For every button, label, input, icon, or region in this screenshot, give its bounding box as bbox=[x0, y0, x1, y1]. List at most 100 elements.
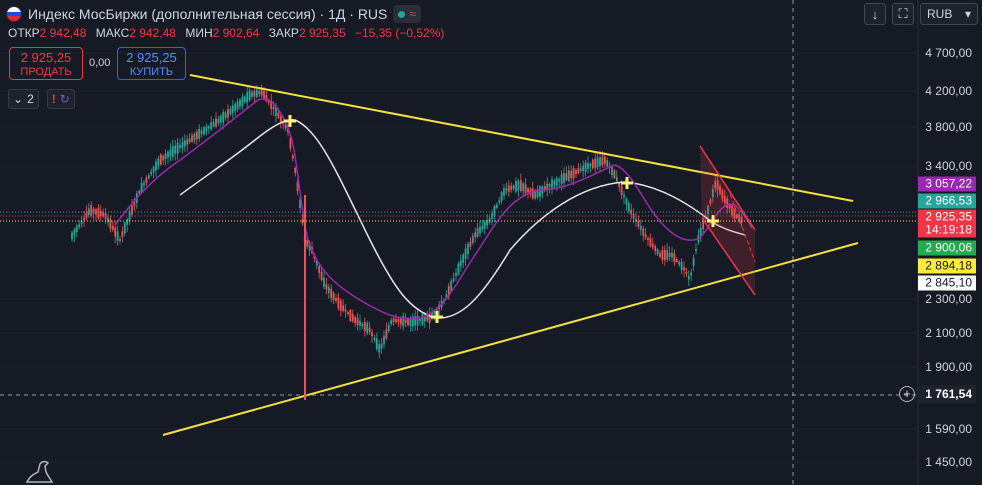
close-value: 2 925,35 bbox=[298, 26, 346, 40]
candle-body bbox=[695, 248, 697, 252]
candle-body bbox=[618, 182, 621, 187]
candle-body bbox=[570, 170, 573, 178]
indicators-toggle-button[interactable]: ⌄ 2 bbox=[8, 89, 39, 109]
candle-body bbox=[714, 181, 717, 189]
candle-body bbox=[613, 170, 616, 178]
candle-body bbox=[138, 190, 141, 194]
candle-body bbox=[606, 160, 609, 167]
candle-body bbox=[87, 208, 90, 216]
channel-upper[interactable] bbox=[699, 145, 756, 231]
candle-body bbox=[75, 226, 78, 232]
fullscreen-button[interactable]: ⛶ bbox=[892, 3, 914, 25]
candle-body bbox=[147, 175, 150, 179]
candle-body bbox=[179, 145, 181, 149]
candle-body bbox=[630, 209, 633, 215]
symbol-header[interactable]: Индекс МосБиржи (дополнительная сессия) … bbox=[6, 4, 421, 24]
add-alert-plus-icon[interactable]: + bbox=[899, 386, 915, 402]
candle-body bbox=[114, 227, 117, 237]
scroll-down-button[interactable]: ↓ bbox=[864, 3, 886, 25]
candle-body bbox=[731, 205, 733, 216]
buy-button[interactable]: 2 925,25 КУПИТЬ bbox=[117, 47, 186, 80]
candle-body bbox=[236, 101, 239, 110]
channel-lower[interactable] bbox=[701, 217, 756, 296]
candle-body bbox=[306, 239, 309, 247]
candle-body bbox=[272, 107, 275, 110]
candle-body bbox=[183, 140, 186, 147]
candle-body bbox=[395, 318, 397, 322]
arrow-down-icon: ↓ bbox=[871, 6, 879, 22]
candle-body bbox=[318, 265, 321, 273]
candle-body bbox=[553, 180, 556, 185]
currency-select[interactable]: RUB ▾ bbox=[920, 3, 978, 25]
candle-body bbox=[671, 252, 673, 258]
price-axis-tick: 1 450,00 bbox=[925, 455, 972, 469]
market-status-pill[interactable]: ≈ bbox=[393, 5, 421, 23]
candle-body bbox=[140, 182, 143, 193]
candle-body bbox=[327, 287, 330, 293]
candle-body bbox=[347, 311, 349, 315]
falling-channel[interactable] bbox=[699, 145, 756, 296]
candle-body bbox=[375, 338, 378, 350]
candle-body bbox=[591, 159, 594, 169]
cross-marker bbox=[621, 177, 633, 189]
candle-body bbox=[467, 243, 469, 255]
candle-body bbox=[215, 118, 217, 127]
candle-body bbox=[654, 246, 657, 252]
candle-body bbox=[498, 200, 501, 203]
candle-body bbox=[464, 248, 467, 259]
candle-body bbox=[191, 135, 193, 143]
candle-body bbox=[534, 191, 537, 199]
upper-trendline[interactable] bbox=[189, 74, 854, 202]
candle-body bbox=[361, 323, 364, 326]
candle-body bbox=[615, 177, 618, 182]
candle-body bbox=[716, 179, 719, 191]
candle-body bbox=[229, 108, 232, 114]
candle-body bbox=[555, 177, 558, 186]
price-tag: 14:19:18 bbox=[918, 222, 976, 238]
candle-body bbox=[255, 89, 258, 98]
tradingview-logo-icon[interactable] bbox=[24, 458, 54, 484]
candle-body bbox=[455, 272, 457, 276]
candle-body bbox=[275, 107, 277, 116]
moving-average-purple bbox=[114, 98, 753, 320]
candle-body bbox=[260, 88, 263, 96]
indicator-count: 2 bbox=[27, 92, 34, 106]
candle-body bbox=[428, 313, 431, 323]
candle-body bbox=[222, 112, 225, 123]
trendlines[interactable] bbox=[162, 74, 859, 436]
candle-body bbox=[719, 186, 721, 194]
candle-body bbox=[656, 249, 659, 255]
candle-body bbox=[596, 157, 599, 168]
candle-body bbox=[536, 189, 539, 198]
candle-body bbox=[150, 171, 153, 175]
candle-body bbox=[495, 204, 498, 209]
candle-body bbox=[483, 221, 486, 229]
price-tag: 3 057,22 bbox=[918, 176, 976, 192]
price-axis-tick: 4 700,00 bbox=[925, 46, 972, 60]
buy-label: КУПИТЬ bbox=[129, 66, 174, 78]
candle-body bbox=[241, 96, 244, 106]
price-tag: 2 894,18 bbox=[918, 258, 976, 274]
channel-mid bbox=[727, 187, 756, 263]
candle-body bbox=[99, 210, 102, 217]
russia-flag-icon bbox=[6, 6, 22, 22]
candle-body bbox=[131, 205, 133, 215]
candle-body bbox=[363, 322, 366, 331]
candle-body bbox=[200, 130, 203, 135]
candle-body bbox=[155, 161, 157, 171]
symbol-title[interactable]: Индекс МосБиржи (дополнительная сессия) … bbox=[28, 6, 388, 22]
candle-body bbox=[397, 318, 400, 323]
indicator-status-button[interactable]: ! ↻ bbox=[46, 89, 75, 109]
candle-body bbox=[481, 225, 484, 230]
price-tag: 2 900,06 bbox=[918, 240, 976, 256]
candle-body bbox=[243, 96, 246, 103]
candle-body bbox=[320, 271, 323, 280]
candle-body bbox=[512, 185, 515, 189]
candle-body bbox=[445, 294, 448, 299]
lower-trendline[interactable] bbox=[162, 242, 859, 436]
candle-body bbox=[289, 138, 292, 149]
candle-body bbox=[678, 261, 681, 265]
price-tag: 2 925,35 bbox=[918, 209, 976, 225]
sell-button[interactable]: 2 925,25 ПРОДАТЬ bbox=[9, 47, 83, 80]
